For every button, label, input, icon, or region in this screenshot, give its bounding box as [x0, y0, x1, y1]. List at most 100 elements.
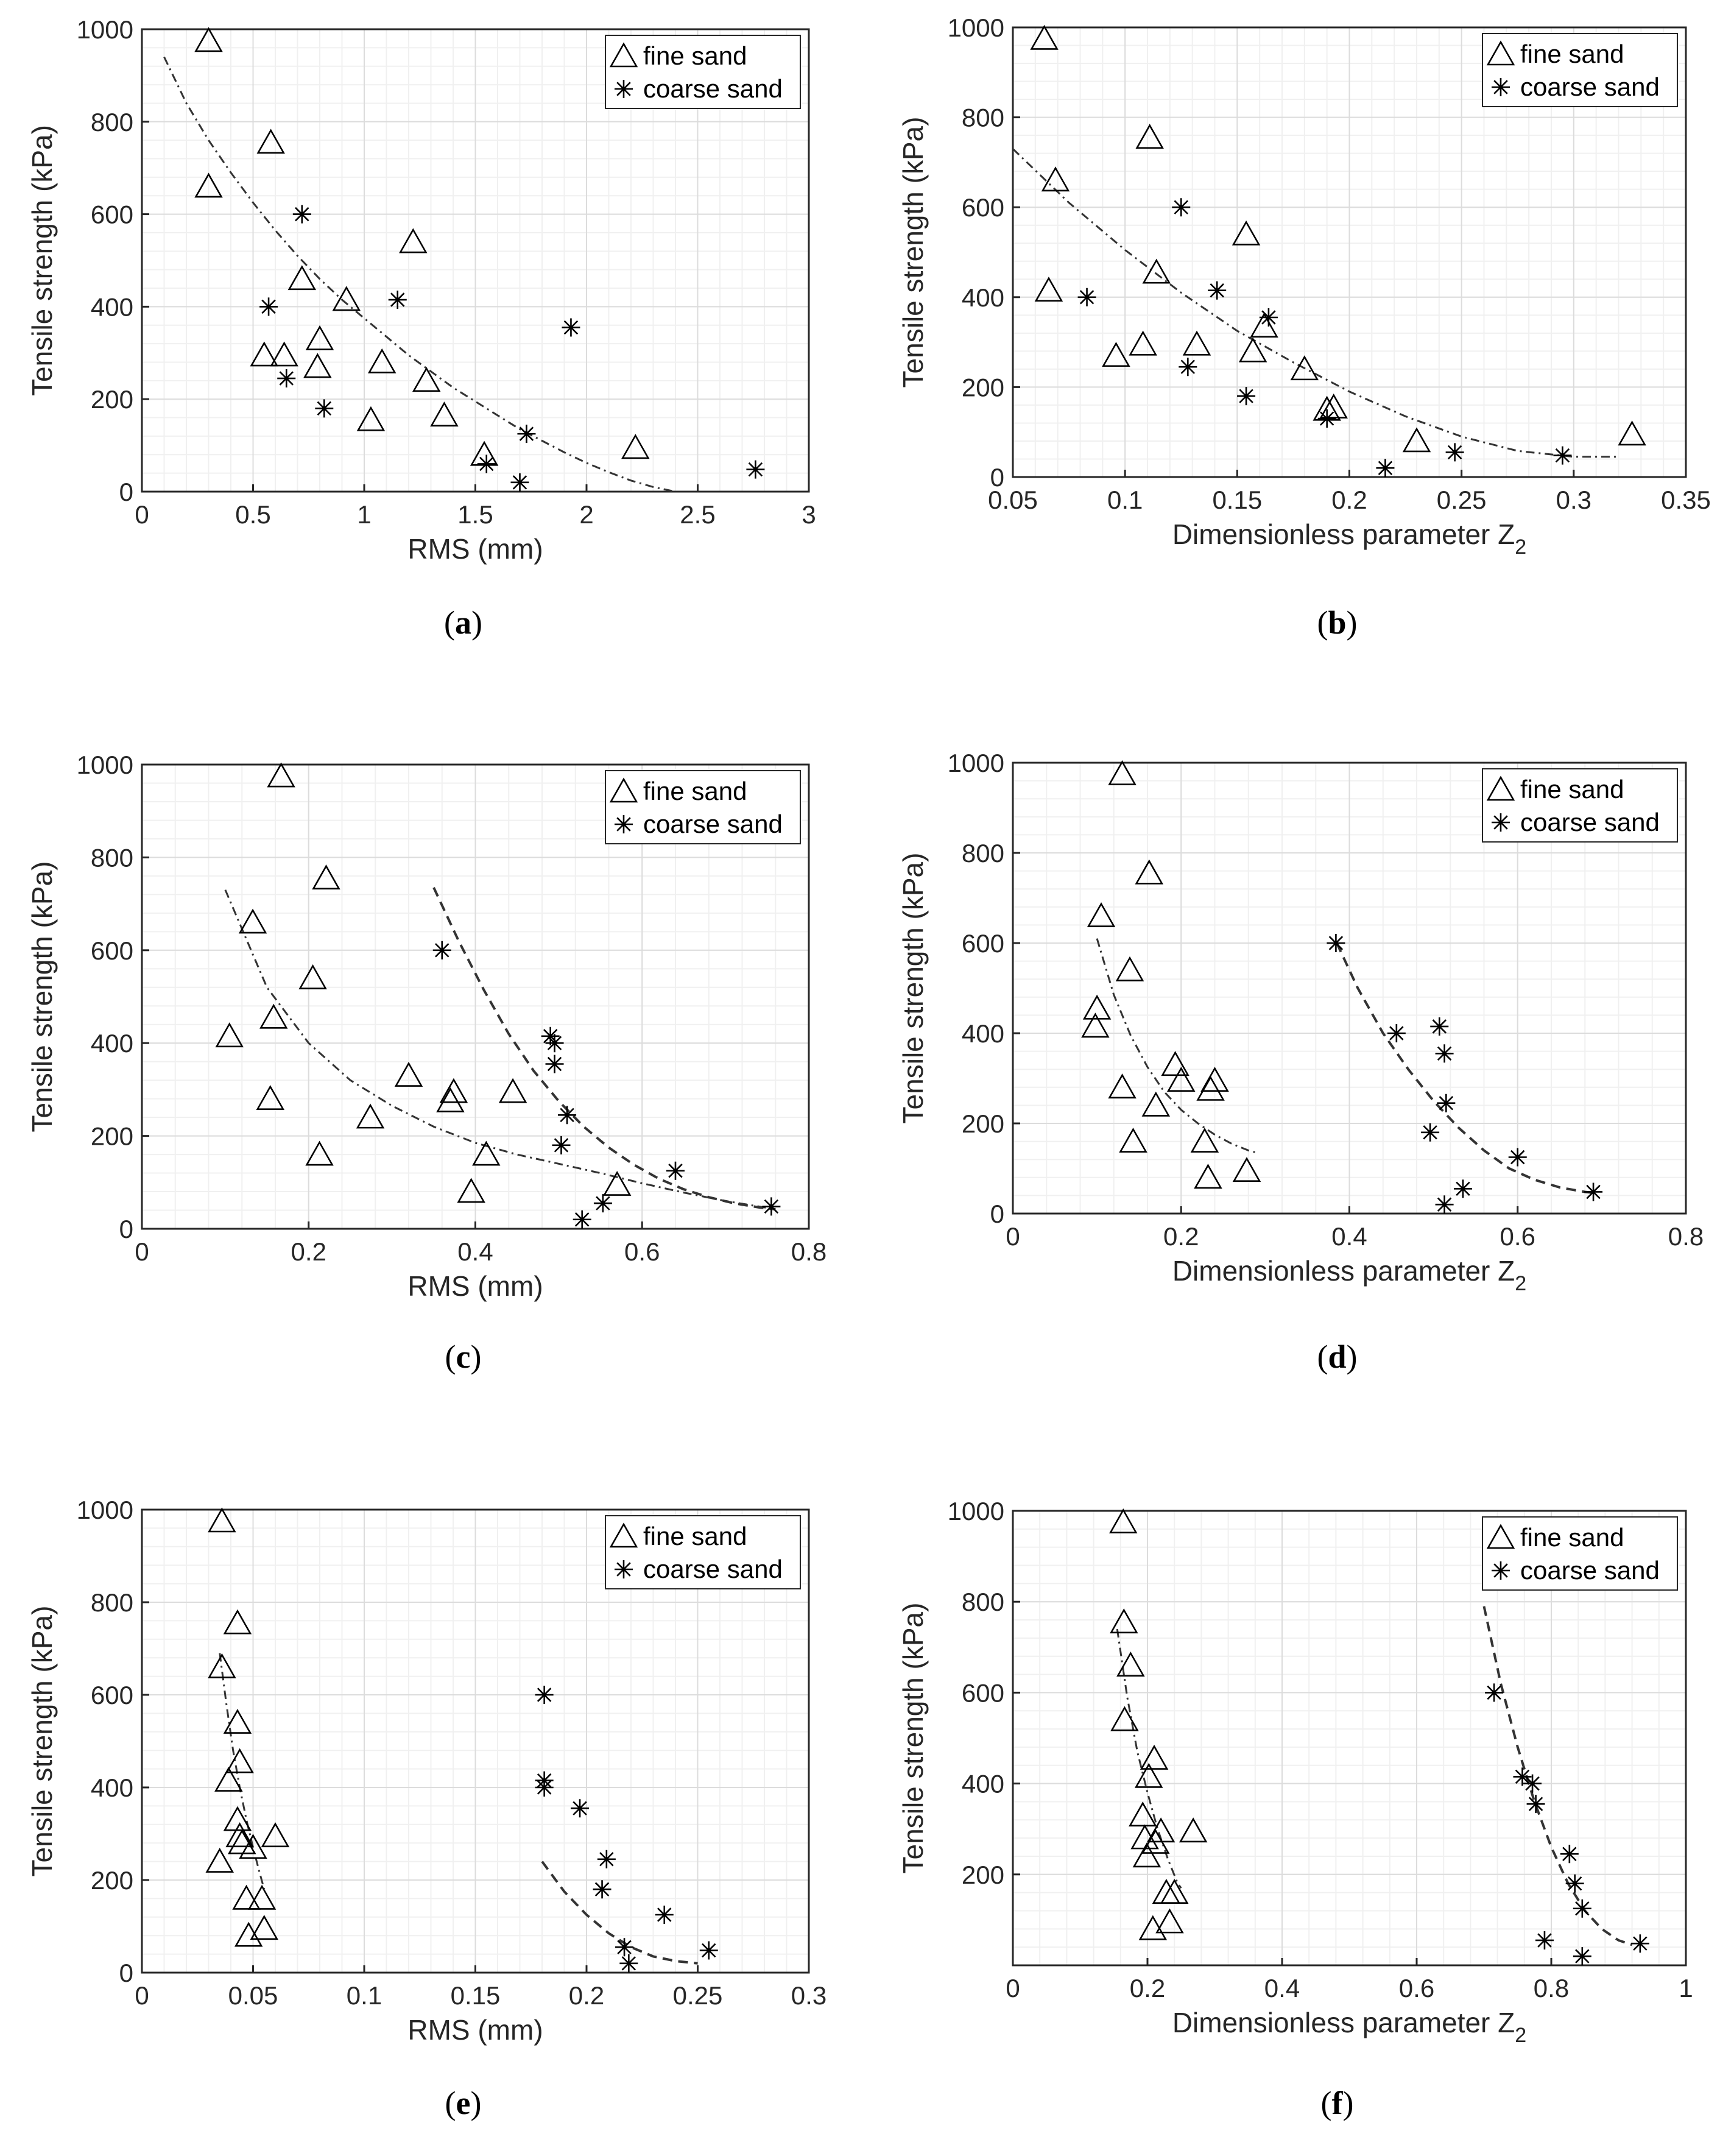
x-tick-label: 0.6	[1399, 1974, 1434, 2002]
fine-sand-point	[1182, 330, 1211, 356]
fine-sand-point	[250, 341, 278, 367]
fine-sand-point	[1110, 1706, 1139, 1731]
fine-sand-point	[239, 1834, 267, 1859]
fine-sand-point	[457, 1178, 485, 1203]
legend-triangle-marker	[609, 42, 638, 68]
fine-sand-point	[1232, 1157, 1261, 1182]
fine-sand-point	[1140, 1744, 1169, 1770]
fine-sand-point	[356, 1103, 385, 1129]
legend: fine sand coarse sand	[605, 35, 801, 109]
coarse-sand-point	[545, 1055, 564, 1073]
fit-curve-dashdot	[163, 56, 676, 493]
fine-sand-point	[225, 1822, 254, 1848]
fine-sand-point	[208, 1653, 236, 1678]
fine-sand-point	[1132, 1842, 1161, 1868]
x-tick-label: 0.1	[1107, 486, 1143, 514]
fine-sand-point	[1141, 1091, 1171, 1117]
coarse-sand-point	[571, 1799, 590, 1818]
x-tick-label: 3	[802, 500, 816, 529]
y-tick-label: 1000	[77, 1496, 133, 1524]
legend-label-coarse: coarse sand	[1520, 1556, 1660, 1585]
fine-sand-point	[312, 864, 340, 889]
y-tick-label: 600	[91, 1681, 133, 1709]
panel-caption: (e)	[445, 2085, 482, 2121]
x-tick-label: 2	[579, 500, 593, 529]
y-tick-label: 200	[91, 385, 133, 414]
y-tick-label: 800	[962, 839, 1004, 868]
fine-sand-point	[356, 406, 386, 431]
x-tick-label: 0.2	[1163, 1222, 1199, 1251]
x-axis-label-text: RMS (mm)	[407, 1270, 543, 1302]
coarse-sand-point	[1430, 1017, 1449, 1036]
coarse-sand-point	[593, 1880, 611, 1899]
panel-caption: (a)	[444, 604, 482, 641]
fine-sand-point	[1030, 24, 1059, 50]
coarse-sand-point	[1560, 1845, 1579, 1864]
legend-triangle-marker	[1486, 40, 1515, 66]
y-axis-label: Tensile strength (kPa)	[26, 1606, 58, 1877]
x-axis-label-text: Dimensionless parameter Z	[1172, 2007, 1515, 2038]
y-tick-label: 200	[962, 1861, 1004, 1889]
y-tick-label: 0	[119, 1215, 133, 1243]
panel-caption: (b)	[1317, 604, 1357, 641]
caption-close-paren: )	[470, 2085, 481, 2121]
coarse-sand-point	[1179, 358, 1197, 376]
caption-open-paren: (	[445, 1338, 456, 1375]
coarse-sand-point	[746, 460, 765, 479]
chart-b: 0.05 0.1 0.15 0.2 0.25 0.3 0.35 0 200 400 600 800 10…	[897, 13, 1711, 641]
caption-close-paren: )	[1347, 604, 1358, 641]
fine-sand-point	[1130, 1824, 1159, 1850]
fine-sand-point	[305, 325, 334, 350]
x-axis-label: RMS (mm)	[407, 2014, 543, 2046]
fine-sand-point	[194, 172, 223, 198]
x-tick-label: 0.2	[1130, 1974, 1165, 2002]
x-tick-label: 0.25	[673, 1981, 723, 2010]
y-tick-label: 200	[962, 373, 1004, 401]
y-tick-label: 600	[962, 193, 1004, 222]
coarse-sand-point	[552, 1136, 571, 1154]
legend-label-coarse: coarse sand	[643, 1555, 783, 1583]
fine-sand-point	[1250, 313, 1278, 338]
fine-sand-point	[1618, 420, 1646, 446]
legend-asterisk-marker	[1492, 813, 1510, 832]
fine-sand-point	[1087, 902, 1116, 927]
y-tick-label: 800	[91, 108, 133, 136]
legend-triangle-marker	[1486, 1524, 1515, 1549]
fine-sand-point	[228, 1829, 256, 1854]
caption-letter: d	[1328, 1338, 1346, 1375]
legend-triangle-marker	[609, 777, 638, 803]
y-tick-label: 0	[990, 463, 1004, 492]
fine-sand-point	[1134, 1762, 1163, 1788]
y-axis-label: Tensile strength (kPa)	[897, 1603, 929, 1874]
y-tick-label: 800	[962, 104, 1004, 132]
coarse-sand-point	[1508, 1148, 1527, 1167]
fine-sand-point	[270, 341, 298, 367]
x-tick-label: 0.8	[1534, 1974, 1569, 2002]
fine-sand-point	[1135, 124, 1164, 149]
x-tick-label: 0.2	[291, 1237, 326, 1266]
fine-sand-point	[1081, 1013, 1110, 1038]
fine-sand-point	[238, 908, 267, 934]
legend-label-coarse: coarse sand	[1520, 808, 1660, 836]
x-axis-label: RMS (mm)	[407, 1270, 543, 1302]
x-tick-label: 0.4	[1264, 1974, 1300, 2002]
x-tick-label: 0.3	[791, 1981, 826, 2010]
x-tick-label: 0.3	[1556, 486, 1591, 514]
chart-c: 0 0.2 0.4 0.6 0.8 0 200 400 600 800 1000 RMS (mm) Te…	[26, 751, 826, 1375]
y-tick-label: 200	[962, 1109, 1004, 1138]
fit-curve-dashed	[1335, 942, 1598, 1195]
x-tick-label: 0.2	[569, 1981, 604, 2010]
coarse-sand-point	[292, 205, 311, 224]
coarse-sand-point	[1259, 308, 1278, 327]
legend-asterisk-marker	[615, 80, 633, 98]
coarse-sand-point	[477, 454, 496, 473]
y-tick-label: 1000	[948, 1497, 1004, 1525]
fine-sand-point	[1034, 277, 1063, 302]
fine-sand-point	[1238, 337, 1267, 362]
y-tick-label: 1000	[948, 749, 1004, 777]
coarse-sand-point	[277, 369, 296, 388]
coarse-sand-point	[517, 425, 536, 444]
legend-label-coarse: coarse sand	[643, 810, 783, 838]
x-axis-label-subscript: 2	[1515, 1272, 1526, 1295]
legend-label-fine: fine sand	[1520, 775, 1624, 804]
